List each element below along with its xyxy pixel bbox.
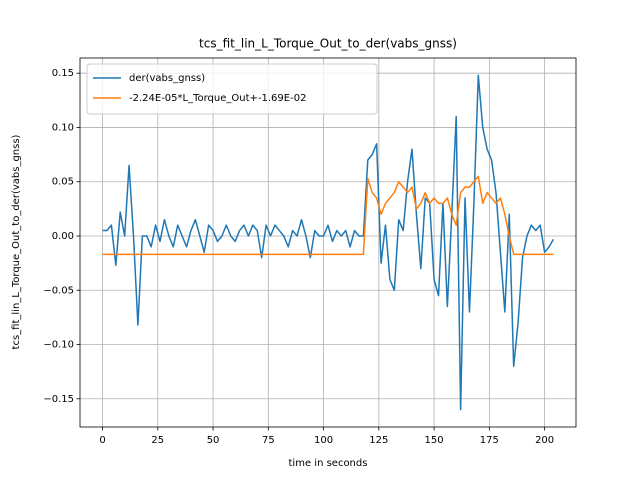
- x-tick-label: 200: [535, 435, 554, 446]
- y-tick-label: 0.10: [52, 122, 74, 133]
- x-tick-label: 100: [314, 435, 333, 446]
- x-tick-label: 125: [369, 435, 388, 446]
- chart-title: tcs_fit_lin_L_Torque_Out_to_der(vabs_gns…: [199, 37, 457, 51]
- legend-box: [86, 63, 378, 115]
- x-axis-label: time in seconds: [289, 458, 368, 469]
- x-tick-label: 0: [99, 435, 105, 446]
- y-tick-label: −0.10: [43, 340, 74, 351]
- legend-label: -2.24E-05*L_Torque_Out+-1.69E-02: [129, 93, 306, 104]
- data-line: [102, 74, 555, 411]
- data-line: [102, 175, 554, 256]
- y-tick-label: −0.15: [43, 394, 74, 405]
- y-tick-label: 0.15: [52, 68, 74, 79]
- legend: der(vabs_gnss) -2.24E-05*L_Torque_Out+-1.…: [86, 63, 378, 115]
- plot-frame: [79, 57, 577, 428]
- x-tick-label: 150: [425, 435, 444, 446]
- y-tick-label: 0.00: [52, 231, 74, 242]
- x-tick-label: 175: [480, 435, 499, 446]
- y-tick-label: −0.05: [43, 285, 74, 296]
- legend-label: der(vabs_gnss): [129, 73, 205, 84]
- x-tick-label: 25: [151, 435, 164, 446]
- x-tick-label: 50: [207, 435, 220, 446]
- y-axis-label: tcs_fit_lin_L_Torque_Out_to_der(vabs_gns…: [11, 134, 22, 349]
- y-tick-label: 0.05: [52, 177, 74, 188]
- x-tick-label: 75: [262, 435, 275, 446]
